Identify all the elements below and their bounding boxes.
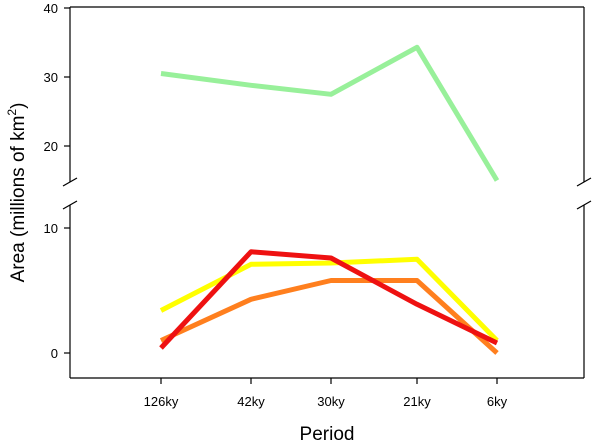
series-line-green (160, 44, 500, 182)
axis-break-mark-right-bottom (576, 200, 592, 210)
axis-break-mark-left-top (62, 177, 78, 187)
series-group (159, 44, 500, 355)
x-tick-label: 42ky (237, 394, 265, 409)
x-tick-label: 126ky (144, 394, 179, 409)
y-tick-label: 30 (44, 70, 58, 85)
labels: Period Area (millions of km2) (5, 103, 354, 445)
series-line-orange (159, 278, 499, 355)
axis-break-mark-right-top (576, 177, 592, 187)
y-tick-label: 20 (44, 139, 58, 154)
x-axis-title: Period (300, 424, 355, 445)
y-tick-label: 40 (44, 1, 58, 16)
x-tick-label: 21ky (403, 394, 431, 409)
y-axis-title-superscript: 2 (5, 109, 19, 116)
axes: 20 30 40 0 10 126ky 42ky 30ky 21ky 6ky (44, 1, 592, 409)
x-tick-label: 6ky (487, 394, 508, 409)
x-tick-label: 30ky (317, 394, 345, 409)
series-line-yellow (159, 256, 499, 343)
y-tick-label: 0 (51, 346, 58, 361)
y-axis-title: Area (millions of km2) (5, 103, 29, 283)
y-tick-label: 10 (44, 221, 58, 236)
axis-break-mark-left-bottom (62, 200, 78, 210)
series-line-red (159, 249, 499, 350)
y-axis-title-main: Area (millions of km (8, 116, 29, 283)
y-axis-title-suffix: ) (8, 103, 29, 109)
